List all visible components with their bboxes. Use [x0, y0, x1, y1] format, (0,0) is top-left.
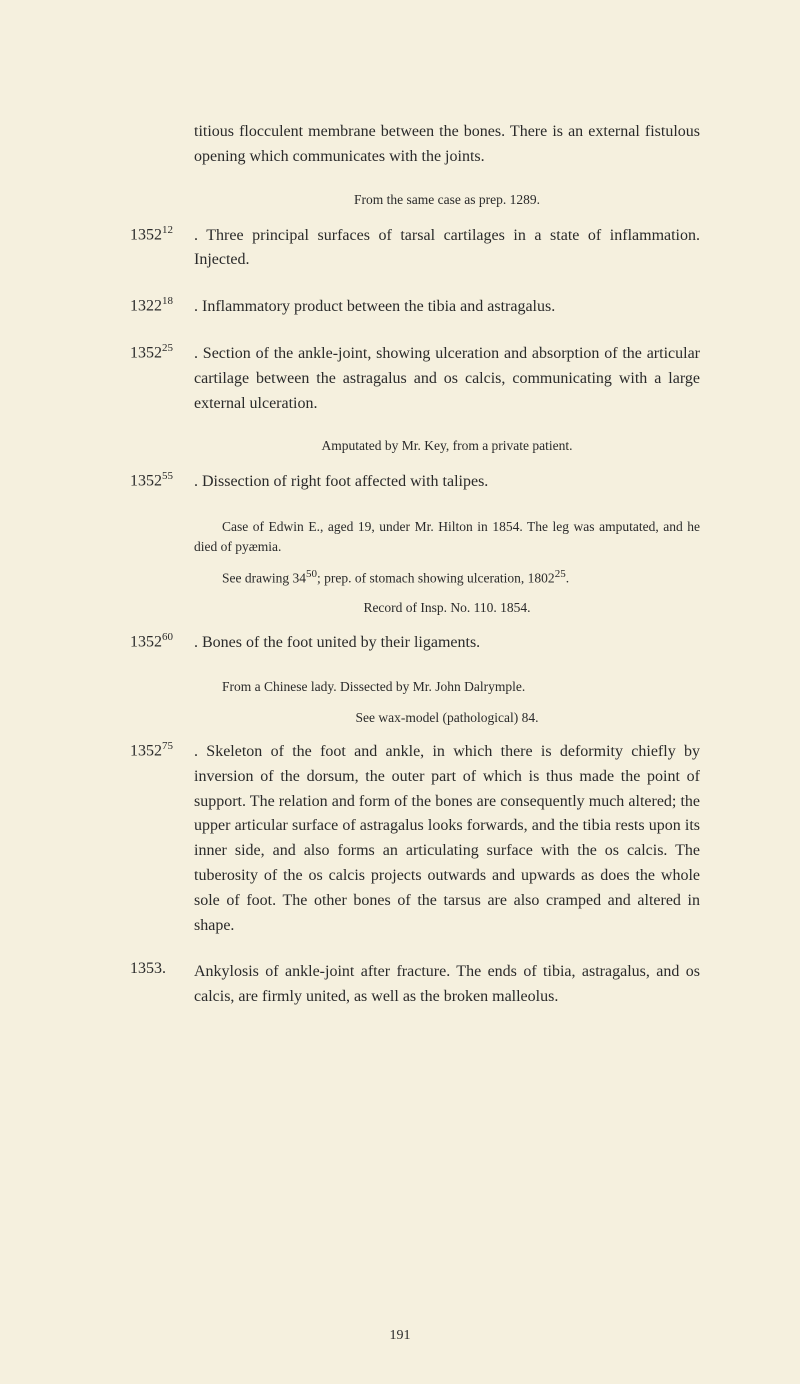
entry-1352-75: 135275 . Skeleton of the foot and ankle,… — [130, 740, 700, 938]
caption-case-edwin: Case of Edwin E., aged 19, under Mr. Hil… — [194, 517, 700, 619]
entry-1322-18: 132218 . Inflammatory product between th… — [130, 295, 700, 320]
entry-body: Ankylosis of ankle-joint after fracture.… — [194, 960, 700, 1010]
entry-number: 135212 — [130, 224, 194, 274]
entry-text: . Skeleton of the foot and ankle, in whi… — [194, 740, 700, 938]
opening-text: titious flocculent membrane between the … — [194, 120, 700, 170]
caption-p2: See drawing 3450; prep. of stomach showi… — [194, 566, 700, 589]
entry-number: 132218 — [130, 295, 194, 320]
entry-1352-12: 135212 . Three principal surfaces of tar… — [130, 224, 700, 274]
entry-body: . Inflammatory product between the tibia… — [194, 295, 700, 320]
entry-body: . Bones of the foot united by their liga… — [194, 631, 700, 656]
entry-body: . Skeleton of the foot and ankle, in whi… — [194, 740, 700, 938]
entry-number: 135275 — [130, 740, 194, 938]
caption-p3: Record of Insp. No. 110. 1854. — [194, 598, 700, 618]
entry-1352-55: 135255 . Dissection of right foot affect… — [130, 470, 700, 495]
entry-1352-60: 135260 . Bones of the foot united by the… — [130, 631, 700, 656]
entry-text: . Section of the ankle-joint, showing ul… — [194, 342, 700, 416]
entry-body: . Dissection of right foot affected with… — [194, 470, 700, 495]
entry-text: . Dissection of right foot affected with… — [194, 470, 700, 495]
entry-number: 1353. — [130, 960, 194, 1010]
entry-text: . Inflammatory product between the tibia… — [194, 295, 700, 320]
caption-p1: From a Chinese lady. Dissected by Mr. Jo… — [194, 677, 700, 697]
page-number: 191 — [0, 1328, 800, 1344]
entry-number: 135260 — [130, 631, 194, 656]
caption-p2: See wax-model (pathological) 84. — [194, 708, 700, 728]
entry-text: . Bones of the foot united by their liga… — [194, 631, 700, 656]
entry-number: 135255 — [130, 470, 194, 495]
caption-same-case: From the same case as prep. 1289. — [194, 192, 700, 208]
entry-text: Ankylosis of ankle-joint after fracture.… — [194, 960, 700, 1010]
entry-body: . Three principal surfaces of tarsal car… — [194, 224, 700, 274]
caption-chinese-lady: From a Chinese lady. Dissected by Mr. Jo… — [194, 677, 700, 728]
entry-body: . Section of the ankle-joint, showing ul… — [194, 342, 700, 416]
entry-1352-25: 135225 . Section of the ankle-joint, sho… — [130, 342, 700, 416]
entry-number: 135225 — [130, 342, 194, 416]
entry-text: . Three principal surfaces of tarsal car… — [194, 224, 700, 274]
entry-1353: 1353. Ankylosis of ankle-joint after fra… — [130, 960, 700, 1010]
caption-p1: Case of Edwin E., aged 19, under Mr. Hil… — [194, 517, 700, 558]
opening-paragraph: titious flocculent membrane between the … — [130, 120, 700, 170]
caption-amputated: Amputated by Mr. Key, from a private pat… — [194, 438, 700, 454]
